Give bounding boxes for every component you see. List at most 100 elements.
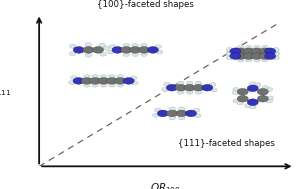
Circle shape	[117, 75, 124, 79]
Circle shape	[245, 104, 251, 108]
Circle shape	[130, 76, 137, 80]
Circle shape	[177, 90, 184, 94]
Circle shape	[259, 53, 271, 59]
Circle shape	[100, 83, 107, 87]
Circle shape	[138, 46, 150, 53]
Circle shape	[245, 45, 252, 49]
Circle shape	[266, 88, 273, 91]
Circle shape	[230, 53, 241, 59]
Circle shape	[250, 105, 256, 109]
Text: $OR_{100}$: $OR_{100}$	[150, 181, 181, 189]
Circle shape	[73, 77, 84, 84]
Circle shape	[193, 84, 204, 91]
Circle shape	[211, 88, 217, 92]
Circle shape	[115, 77, 126, 84]
Circle shape	[83, 46, 94, 53]
Circle shape	[193, 108, 200, 112]
Circle shape	[99, 43, 105, 47]
Circle shape	[69, 52, 76, 56]
Circle shape	[257, 95, 268, 102]
Circle shape	[147, 46, 158, 53]
Circle shape	[232, 91, 238, 94]
Circle shape	[243, 53, 254, 59]
Circle shape	[132, 81, 138, 85]
Circle shape	[109, 45, 116, 49]
Circle shape	[202, 84, 213, 91]
Circle shape	[177, 81, 184, 85]
Circle shape	[273, 52, 279, 56]
Circle shape	[250, 82, 256, 86]
Circle shape	[92, 83, 98, 87]
Circle shape	[175, 84, 186, 91]
Text: {100}-faceted shapes: {100}-faceted shapes	[97, 0, 194, 9]
Circle shape	[253, 58, 260, 62]
Circle shape	[153, 113, 159, 117]
Circle shape	[186, 90, 193, 94]
Circle shape	[257, 88, 268, 95]
Circle shape	[273, 51, 279, 55]
Circle shape	[262, 58, 268, 62]
Circle shape	[265, 48, 276, 55]
Circle shape	[123, 53, 130, 56]
Circle shape	[98, 77, 109, 84]
Circle shape	[69, 44, 76, 48]
Circle shape	[243, 48, 254, 55]
Circle shape	[84, 75, 90, 79]
Circle shape	[247, 99, 258, 105]
Circle shape	[141, 43, 147, 47]
Circle shape	[226, 56, 233, 60]
Circle shape	[132, 53, 138, 56]
Circle shape	[247, 85, 258, 92]
Circle shape	[233, 99, 239, 103]
Circle shape	[121, 46, 132, 53]
Circle shape	[84, 83, 90, 87]
Circle shape	[81, 77, 92, 84]
Circle shape	[184, 84, 195, 91]
Circle shape	[235, 48, 246, 55]
Circle shape	[195, 90, 202, 94]
Circle shape	[226, 47, 233, 51]
Circle shape	[237, 88, 248, 95]
Circle shape	[273, 56, 279, 60]
Circle shape	[230, 48, 241, 55]
Circle shape	[109, 75, 115, 79]
Circle shape	[237, 101, 244, 105]
Circle shape	[130, 46, 141, 53]
Circle shape	[123, 77, 134, 84]
Circle shape	[69, 81, 75, 84]
Circle shape	[253, 45, 260, 49]
Circle shape	[237, 95, 248, 102]
Circle shape	[92, 75, 98, 79]
Circle shape	[178, 107, 185, 111]
Circle shape	[262, 86, 269, 89]
Circle shape	[251, 48, 262, 55]
Circle shape	[235, 53, 246, 59]
Circle shape	[109, 83, 115, 87]
Circle shape	[166, 84, 177, 91]
Circle shape	[106, 77, 117, 84]
Circle shape	[266, 99, 273, 103]
Circle shape	[157, 110, 169, 117]
Circle shape	[90, 77, 101, 84]
Circle shape	[132, 43, 138, 47]
Circle shape	[259, 48, 271, 55]
Circle shape	[237, 58, 244, 62]
Circle shape	[141, 53, 147, 56]
Circle shape	[70, 76, 77, 80]
Circle shape	[186, 81, 193, 85]
Circle shape	[156, 50, 163, 54]
Circle shape	[176, 110, 187, 117]
Circle shape	[112, 46, 123, 53]
Circle shape	[163, 82, 170, 86]
Circle shape	[107, 50, 114, 54]
Circle shape	[195, 81, 202, 85]
Circle shape	[155, 45, 161, 49]
Text: {111}-faceted shapes: {111}-faceted shapes	[178, 139, 275, 148]
Circle shape	[185, 110, 197, 117]
Circle shape	[73, 46, 84, 53]
Circle shape	[262, 45, 268, 49]
Circle shape	[100, 52, 107, 56]
Circle shape	[267, 96, 274, 100]
Circle shape	[226, 51, 233, 55]
Circle shape	[100, 75, 107, 79]
